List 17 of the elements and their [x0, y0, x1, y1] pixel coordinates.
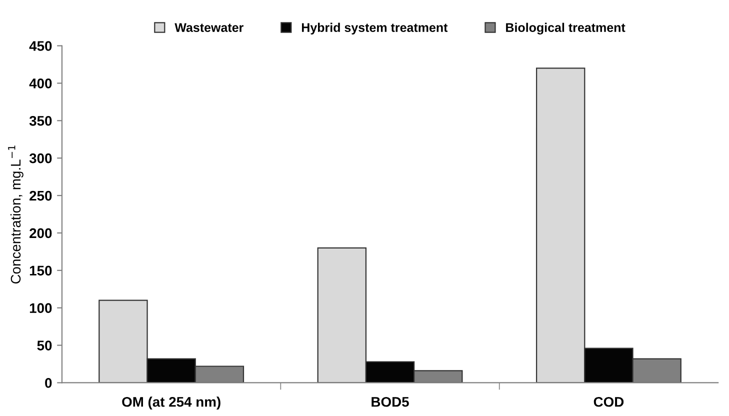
legend-label: Wastewater: [174, 23, 244, 32]
y-tick-label: 200: [30, 228, 52, 238]
y-tick-label: 0: [45, 378, 52, 388]
y-tick-label: 350: [29, 116, 52, 126]
y-tick-label: 50: [37, 340, 52, 350]
x-tick-label: BOD5: [372, 396, 409, 407]
x-tick-label: OM (at 254 nm): [122, 396, 220, 410]
y-tick-label: 100: [30, 303, 52, 314]
x-tick-label: COD: [594, 396, 624, 407]
y-tick-label: 250: [30, 190, 52, 201]
y-tick-label: 150: [30, 266, 52, 276]
y-tick-label: 450: [29, 41, 52, 51]
y-tick-label: 300: [29, 153, 52, 164]
legend-label: Biological treatment: [506, 22, 626, 35]
y-tick-label: 400: [29, 78, 52, 88]
legend-label: Hybrid system treatment: [302, 22, 448, 34]
y-axis-title: Concentration, mg.L$^{−1}$: [8, 146, 24, 284]
